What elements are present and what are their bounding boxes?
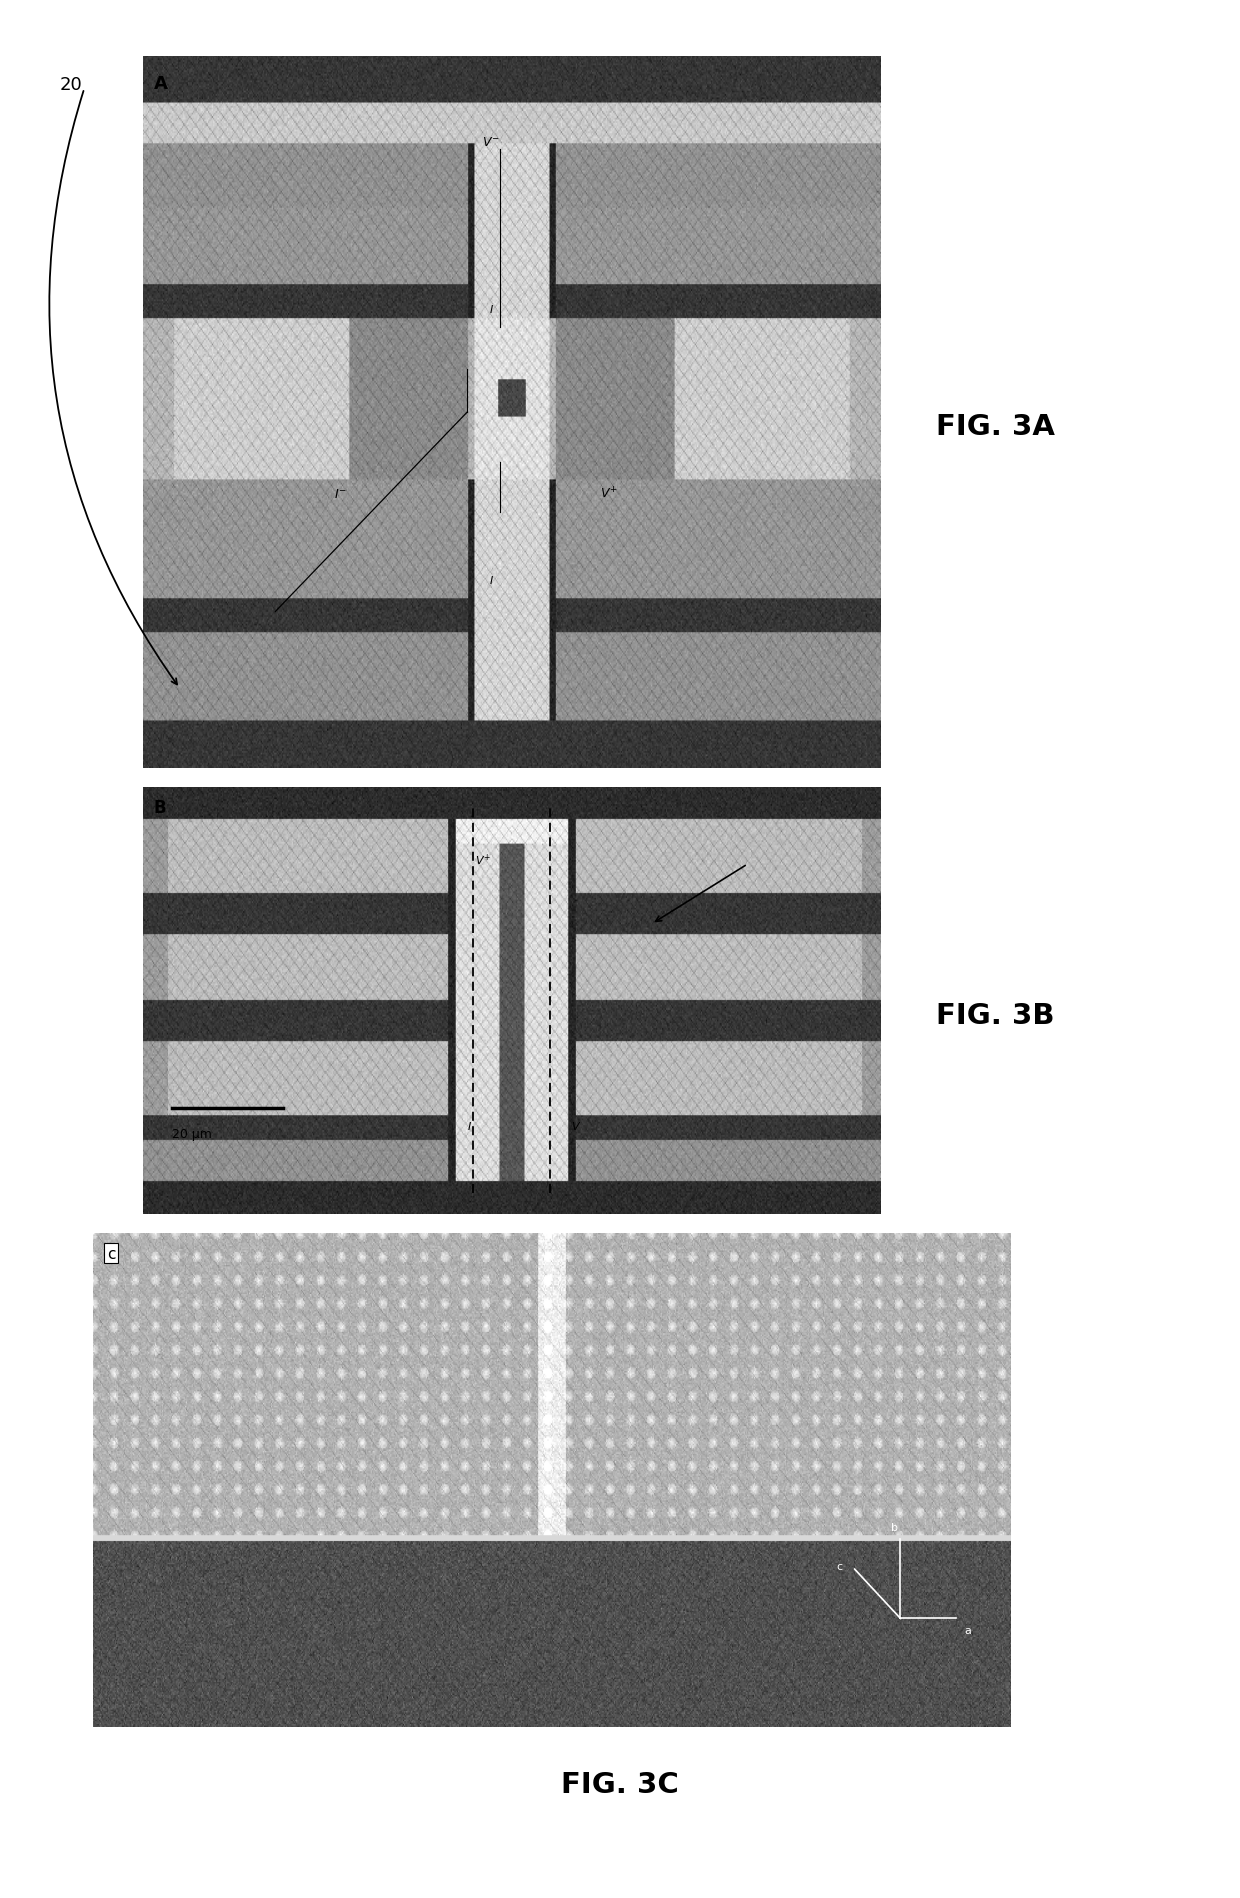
Text: FIG. 3B: FIG. 3B [936, 1002, 1055, 1029]
Text: a: a [965, 1625, 972, 1636]
Text: $V^{-}$: $V^{-}$ [482, 137, 500, 148]
Text: c: c [107, 1247, 115, 1260]
Text: c: c [836, 1562, 842, 1572]
Text: 20: 20 [60, 76, 82, 93]
Text: $V^{+}$: $V^{+}$ [600, 486, 618, 501]
Text: b: b [892, 1522, 898, 1532]
Text: B: B [154, 799, 166, 816]
Text: $I$: $I$ [467, 1120, 472, 1131]
Text: FIG. 3C: FIG. 3C [562, 1771, 678, 1797]
Text: 20 μm: 20 μm [172, 1127, 212, 1141]
Text: FIG. 3A: FIG. 3A [936, 414, 1055, 440]
Text: $V^{+}$: $V^{+}$ [475, 852, 491, 867]
Text: $I^{-}$: $I^{-}$ [335, 488, 347, 501]
Text: $I$: $I$ [490, 573, 495, 586]
Text: A: A [154, 74, 167, 93]
Text: $I$: $I$ [490, 304, 495, 315]
Text: $V$: $V$ [570, 1120, 580, 1131]
